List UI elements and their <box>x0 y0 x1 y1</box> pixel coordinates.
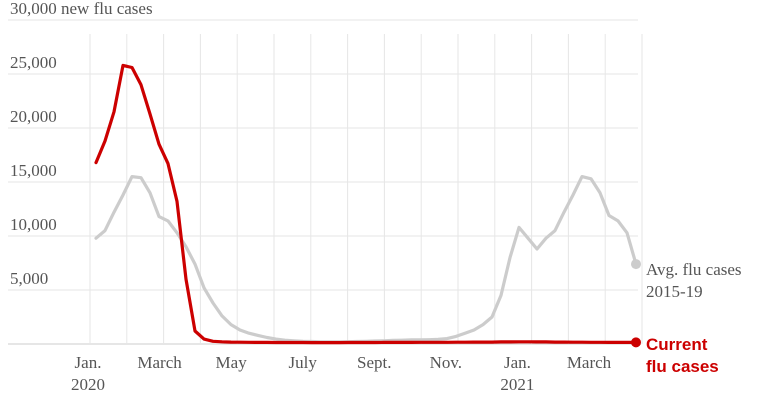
y-tick-label: 15,000 <box>10 161 57 180</box>
y-gridlines <box>8 19 638 345</box>
x-tick-label: Jan. <box>75 353 102 372</box>
series-label-current-line2: flu cases <box>646 357 719 376</box>
x-tick-label: Jan. <box>504 353 531 372</box>
x-tick-label: May <box>216 353 248 372</box>
x-tick-year-label: 2021 <box>500 375 534 394</box>
x-tick-year-label: 2020 <box>71 375 105 394</box>
y-tick-label: 10,000 <box>10 215 57 234</box>
series-label-average-line2: 2015-19 <box>646 282 703 301</box>
x-gridlines <box>89 34 643 344</box>
y-axis-labels: 30,000 new flu cases 25,000 20,000 15,000 10… <box>10 0 153 288</box>
y-tick-label: 5,000 <box>10 269 48 288</box>
x-tick-label: Nov. <box>430 353 462 372</box>
y-tick-label: 30,000 new flu cases <box>10 0 153 18</box>
x-tick-label: March <box>137 353 182 372</box>
x-axis-labels: Jan. 2020 March May July Sept. Nov. Jan. 2021 Mar… <box>71 353 612 394</box>
x-tick-label: Sept. <box>357 353 391 372</box>
x-tick-label: March <box>567 353 612 372</box>
series-endpoint-average <box>631 259 641 270</box>
y-tick-label: 20,000 <box>10 107 57 126</box>
series-endpoint-current <box>631 337 641 348</box>
y-tick-label: 25,000 <box>10 53 57 72</box>
x-tick-label: July <box>289 353 318 372</box>
series-line-current <box>94 63 638 345</box>
series-label-current-line1: Current <box>646 335 708 354</box>
series-label-average-line1: Avg. flu cases <box>646 260 742 279</box>
